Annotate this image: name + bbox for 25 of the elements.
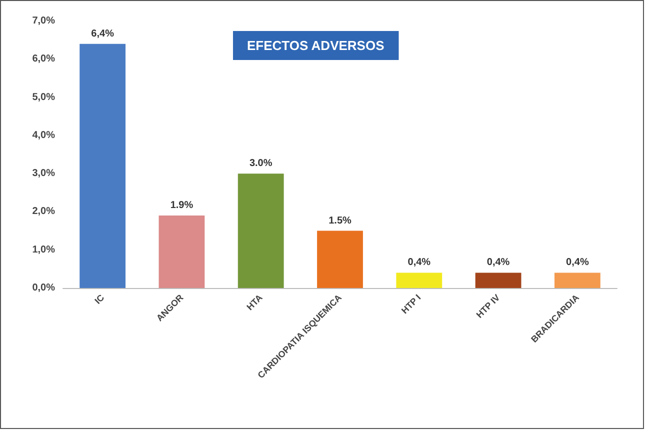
- data-label: 0,4%: [486, 257, 510, 268]
- data-label: 6,4%: [91, 28, 114, 40]
- data-label: 0,4%: [408, 257, 431, 268]
- y-tick-label: 0,0%: [32, 282, 56, 294]
- y-tick-label: 7,0%: [32, 16, 56, 26]
- data-label: 1.9%: [170, 200, 194, 212]
- data-label: 0,4%: [566, 257, 589, 268]
- bar: [317, 230, 363, 288]
- y-tick-label: 5,0%: [32, 92, 56, 103]
- x-tick-label: HTA: [244, 292, 265, 312]
- bar: [80, 44, 126, 288]
- x-tick-label: IC: [92, 292, 106, 306]
- y-tick-label: 4,0%: [32, 130, 56, 141]
- y-tick-label: 3,0%: [32, 168, 56, 180]
- text: EFECTOS ADVERSOS: [247, 38, 385, 53]
- bar: [475, 272, 522, 288]
- y-tick-label: 1,0%: [32, 244, 56, 256]
- y-tick-label: 2,0%: [32, 206, 56, 218]
- data-label: 1.5%: [328, 215, 352, 226]
- bar: [158, 216, 205, 288]
- bar: [238, 174, 284, 288]
- y-tick-label: 6,0%: [32, 54, 56, 65]
- bar: [554, 272, 600, 288]
- bar: [396, 272, 442, 288]
- data-label: 3.0%: [249, 158, 272, 170]
